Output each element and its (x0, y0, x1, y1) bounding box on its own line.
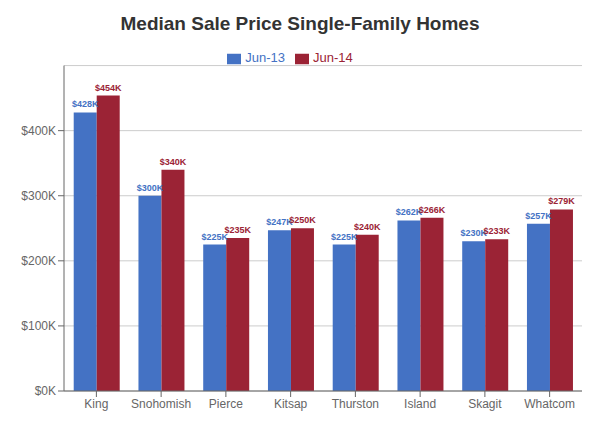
svg-text:Snohomish: Snohomish (131, 397, 191, 411)
svg-text:$454K: $454K (95, 83, 122, 93)
svg-text:$257K: $257K (525, 211, 552, 221)
svg-text:$200K: $200K (21, 254, 56, 268)
svg-text:$300K: $300K (137, 183, 164, 193)
svg-text:$428K: $428K (72, 99, 99, 109)
svg-text:Pierce: Pierce (209, 397, 243, 411)
svg-text:$230K: $230K (460, 228, 487, 239)
svg-text:$262K: $262K (395, 207, 423, 218)
svg-text:$247K: $247K (266, 217, 293, 228)
svg-text:Whatcom: Whatcom (524, 397, 575, 411)
svg-text:$266K: $266K (419, 205, 446, 215)
svg-text:$233K: $233K (483, 226, 510, 236)
svg-text:$100K: $100K (21, 319, 56, 333)
svg-text:$225K: $225K (331, 232, 358, 242)
svg-text:$300K: $300K (21, 189, 56, 203)
html-text:Jun-14: Jun-14 (313, 50, 353, 65)
svg-text:Skagit: Skagit (468, 397, 502, 411)
svg-text:$279K: $279K (548, 196, 575, 206)
svg-text:King: King (84, 397, 108, 411)
svg-text:$250K: $250K (289, 215, 316, 225)
svg-text:Kitsap: Kitsap (274, 397, 308, 411)
svg-text:Thurston: Thurston (332, 397, 379, 411)
html-text:Jun-13: Jun-13 (245, 50, 285, 65)
svg-text:$0K: $0K (35, 384, 56, 398)
svg-text:Island: Island (404, 397, 436, 411)
svg-text:$340K: $340K (160, 157, 187, 167)
svg-text:$400K: $400K (21, 124, 56, 138)
svg-text:$235K: $235K (224, 225, 251, 235)
svg-text:$240K: $240K (354, 222, 381, 232)
svg-text:$225K: $225K (201, 231, 228, 242)
html-text:Median Sale Price Single-Famil: Median Sale Price Single-Family Homes (120, 13, 480, 34)
